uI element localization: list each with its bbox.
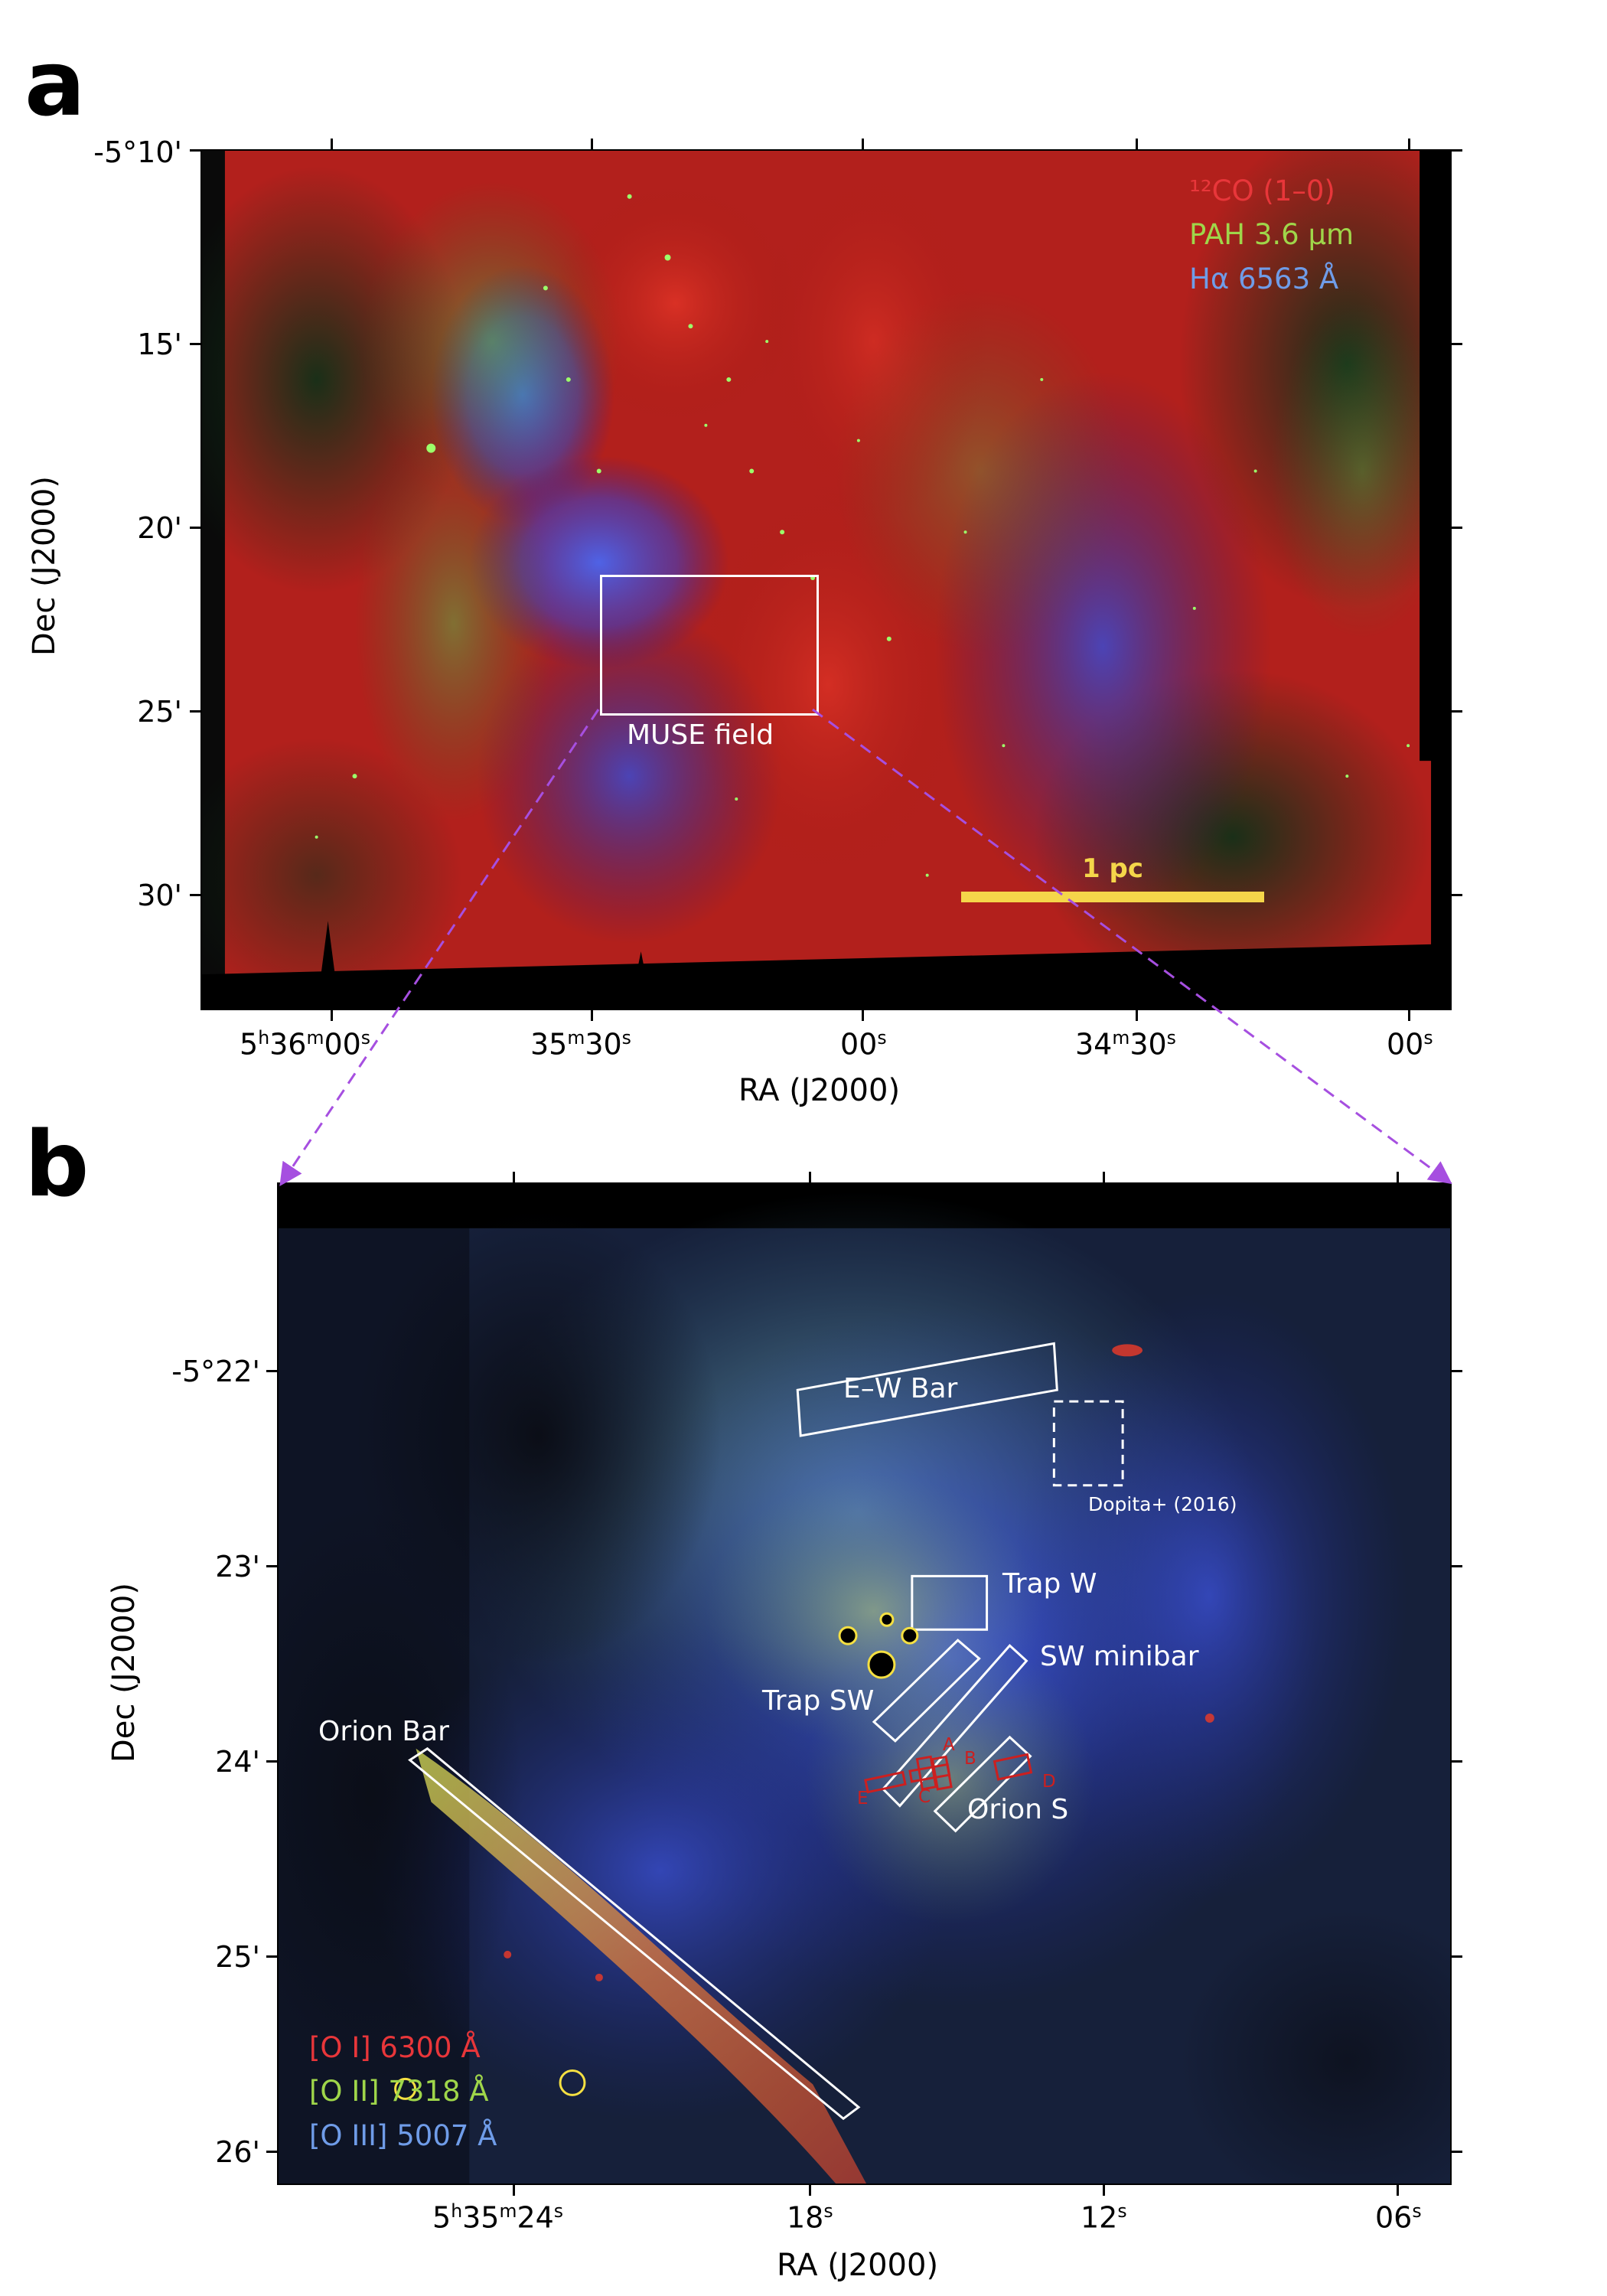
ew-bar-label: E–W Bar — [843, 1373, 958, 1404]
legend-co: ¹²CO (1–0) — [1189, 174, 1335, 207]
panel-a-ytick-right — [1452, 149, 1462, 152]
trap-sw-box — [872, 1639, 981, 1743]
trap-sw-label: Trap SW — [762, 1685, 875, 1717]
panel-b-ytick-right — [1452, 2151, 1462, 2153]
panel-a-xtick-label: 5h36m00s — [240, 1027, 371, 1062]
panel-b-ytick-right — [1452, 1370, 1462, 1372]
panel-b-ytick-label: 26' — [215, 2135, 260, 2169]
trap-w-label: Trap W — [1002, 1568, 1097, 1600]
panel-b-xtick — [513, 2185, 515, 2196]
panel-a-ytick-label: 20' — [137, 511, 182, 545]
panel-b-image: E–W Bar Dopita+ (2016) Trap W SW minibar… — [277, 1182, 1452, 2185]
panel-a-xtick-top — [1136, 139, 1138, 149]
orion-s-box — [933, 1735, 1032, 1833]
panel-a-xtick-top — [862, 139, 864, 149]
panel-a-xlabel: RA (J2000) — [738, 1073, 901, 1108]
panel-b-regions-overlay — [394, 1342, 1124, 2121]
panel-a-xtick-top — [331, 139, 333, 149]
panel-a-xtick — [591, 1010, 593, 1021]
slit-label-a: A — [943, 1735, 955, 1755]
panel-b-xtick-label: 06s — [1375, 2200, 1422, 2235]
panel-a-ytick — [190, 527, 200, 529]
panel-a-xtick-label: 35m30s — [530, 1027, 631, 1062]
sw-minibar-box — [881, 1644, 1028, 1808]
panel-b-ytick — [266, 2151, 277, 2153]
panel-b-xtick-top — [1103, 1172, 1105, 1182]
panel-b-ytick-label: 24' — [215, 1745, 260, 1779]
slit-label-b: B — [964, 1749, 976, 1769]
panel-b-ytick — [266, 1955, 277, 1958]
panel-a-ytick-right — [1452, 343, 1462, 345]
panel-b-ylabel: Dec (J2000) — [106, 1583, 142, 1763]
panel-a-xtick — [331, 1010, 333, 1021]
panel-b-ytick-right — [1452, 1955, 1462, 1958]
panel-a-ytick-right — [1452, 894, 1462, 896]
panel-a-ytick-label: -5°10' — [93, 135, 182, 169]
orion-bar-label: Orion Bar — [318, 1716, 449, 1747]
panel-b-xtick — [809, 2185, 811, 2196]
panel-a-ytick-right — [1452, 527, 1462, 529]
legend-oii: [O II] 7318 Å — [309, 2075, 489, 2108]
muse-field-box — [600, 575, 819, 716]
panel-b-ytick-right — [1452, 1565, 1462, 1567]
panel-a-ytick-label: 30' — [137, 879, 182, 912]
legend-oiii: [O III] 5007 Å — [309, 2118, 497, 2152]
scale-bar — [961, 892, 1264, 902]
slit-label-d: D — [1042, 1772, 1056, 1792]
panel-b-xtick-top — [1397, 1172, 1399, 1182]
scale-bar-label: 1 pc — [1082, 853, 1143, 884]
panel-b-nebula-image — [279, 1184, 1450, 2183]
ew-bar-box — [796, 1342, 1058, 1437]
dopita-label: Dopita+ (2016) — [1088, 1493, 1237, 1515]
panel-b-xtick-label: 18s — [787, 2200, 833, 2235]
panel-a-xtick-label: 00s — [1387, 1027, 1433, 1062]
panel-b-xtick-top — [513, 1172, 515, 1182]
panel-b-xtick-top — [809, 1172, 811, 1182]
panel-b-xtick — [1397, 2185, 1399, 2196]
panel-a-xtick — [1136, 1010, 1138, 1021]
panel-b-ytick — [266, 1370, 277, 1372]
panel-a-ytick — [190, 343, 200, 345]
muse-field-label: MUSE field — [627, 719, 774, 751]
panel-a-xtick — [1408, 1010, 1410, 1021]
panel-a-ytick-right — [1452, 710, 1462, 713]
panel-b-letter: b — [24, 1111, 90, 1217]
panel-b-ytick-right — [1452, 1760, 1462, 1763]
panel-b-ytick — [266, 1565, 277, 1567]
panel-b-legend: [O I] 6300 Å [O II] 7318 Å [O III] 5007 … — [309, 2026, 497, 2157]
panel-a-ytick — [190, 894, 200, 896]
panel-b-xlabel: RA (J2000) — [777, 2248, 939, 2283]
panel-a-letter: a — [24, 31, 86, 136]
panel-a-image: MUSE field 1 pc ¹²CO (1–0) PAH 3.6 μm Hα… — [200, 149, 1452, 1010]
panel-a-ytick-label: 25' — [137, 695, 182, 729]
dopita-box — [1052, 1400, 1124, 1487]
legend-pah: PAH 3.6 μm — [1189, 218, 1354, 252]
slit-label-e: E — [857, 1789, 869, 1808]
legend-oi: [O I] 6300 Å — [309, 2031, 481, 2064]
slit-label-c: C — [918, 1787, 931, 1807]
panel-a-legend: ¹²CO (1–0) PAH 3.6 μm Hα 6563 Å — [1189, 169, 1354, 301]
panel-a-xtick-label: 00s — [840, 1027, 887, 1062]
panel-a-ylabel: Dec (J2000) — [27, 476, 62, 656]
panel-b-xtick — [1103, 2185, 1105, 2196]
panel-a-xtick-label: 34m30s — [1075, 1027, 1176, 1062]
legend-halpha: Hα 6563 Å — [1189, 262, 1339, 295]
panel-b-ytick — [266, 1760, 277, 1763]
orion-s-label: Orion S — [967, 1794, 1069, 1825]
panel-a-xtick-top — [1408, 139, 1410, 149]
panel-a-ytick-label: 15' — [137, 328, 182, 361]
orion-bar-box — [408, 1746, 861, 2121]
panel-b-ytick-label: 23' — [215, 1550, 260, 1583]
sw-minibar-label: SW minibar — [1040, 1641, 1199, 1672]
panel-a-xtick-top — [591, 139, 593, 149]
panel-b-ytick-label: -5°22' — [171, 1355, 260, 1388]
panel-b-xtick-label: 5h35m24s — [432, 2200, 564, 2235]
panel-a-ytick — [190, 710, 200, 713]
trap-w-box — [911, 1574, 989, 1631]
panel-b-xtick-label: 12s — [1081, 2200, 1127, 2235]
panel-a-ytick — [190, 149, 200, 152]
panel-a-xtick — [862, 1010, 864, 1021]
panel-b-ytick-label: 25' — [215, 1940, 260, 1974]
